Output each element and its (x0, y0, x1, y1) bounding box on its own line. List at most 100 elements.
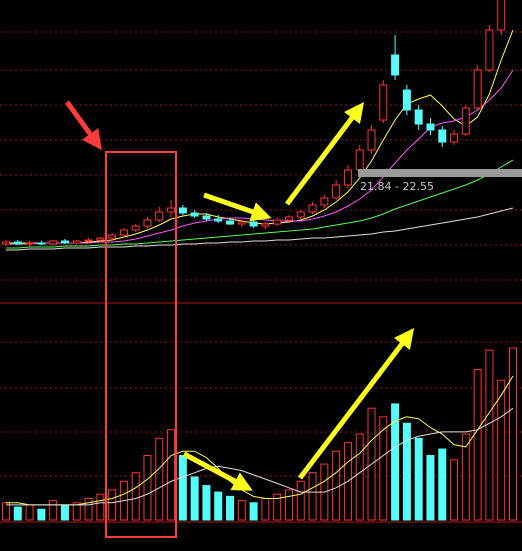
volume-bar (402, 422, 411, 521)
price-panel (2, 0, 514, 251)
volume-bar (167, 429, 176, 521)
volume-panel (2, 347, 517, 521)
volume-bar (426, 455, 435, 521)
volume-bar (450, 459, 459, 521)
candle-body (332, 184, 341, 199)
arrow (298, 328, 415, 480)
candle-body (414, 109, 423, 125)
candle-body (308, 204, 317, 213)
candle-body (13, 241, 22, 245)
volume-bar (485, 349, 494, 521)
volume-bar (308, 472, 317, 521)
volume-bar (438, 448, 447, 521)
volume-bar (202, 485, 211, 521)
moving-average-line (6, 159, 514, 249)
volume-bar (497, 379, 506, 521)
candle-body (273, 219, 282, 225)
volume-bar (391, 403, 400, 521)
moving-average-line (6, 407, 514, 506)
candle-body (214, 218, 223, 222)
volume-bar (37, 508, 46, 521)
candle-body (355, 149, 364, 171)
candle-body (426, 123, 435, 131)
arrow (182, 451, 253, 491)
volume-bar (155, 437, 164, 521)
candle-body (131, 225, 140, 231)
candle-body (450, 133, 459, 143)
candle-body (261, 223, 270, 227)
candle-body (167, 207, 176, 213)
volume-bar (332, 450, 341, 521)
candle-body (485, 29, 494, 71)
volume-bar (473, 369, 482, 521)
moving-average-line (6, 207, 514, 251)
price-range-label: 21.84 - 22.55 (360, 180, 434, 193)
candle-body (49, 240, 58, 245)
candle-body (143, 219, 152, 227)
volume-bar (509, 347, 517, 521)
candle-body (37, 242, 46, 245)
candle-body (2, 241, 10, 245)
candle-body (461, 107, 470, 135)
moving-average-line (6, 69, 514, 245)
volume-bar (379, 416, 388, 521)
candle-body (155, 211, 164, 221)
volume-bar (96, 493, 105, 521)
volume-bar (214, 491, 223, 521)
candle-body (96, 237, 105, 241)
candle-body (379, 84, 388, 121)
volume-bar (461, 433, 470, 521)
volume-bar (226, 495, 235, 521)
arrow (285, 102, 365, 206)
candle-body (237, 221, 246, 225)
volume-bar (249, 502, 258, 521)
volume-bar (84, 498, 93, 521)
candle-body (296, 211, 305, 218)
volume-bar (25, 504, 34, 521)
candle-body (202, 215, 211, 220)
volume-bar (108, 489, 117, 521)
volume-bar (296, 480, 305, 521)
volume-bar (131, 472, 140, 521)
grid (0, 31, 522, 523)
candle-body (473, 69, 482, 109)
highlight-box (105, 151, 177, 538)
candle-body (178, 207, 187, 214)
volume-bar (13, 506, 22, 521)
candle-body (72, 240, 81, 244)
candle-body (108, 234, 117, 239)
volume-bar (284, 489, 293, 521)
candle-body (190, 212, 199, 217)
volume-bar (414, 437, 423, 521)
candle-body (320, 197, 329, 206)
volume-bar (273, 493, 282, 521)
candle-body (25, 242, 34, 245)
volume-bar (178, 455, 187, 521)
candle-body (84, 239, 93, 242)
candle-body (249, 221, 258, 227)
price-range-band (358, 169, 522, 177)
volume-bar (49, 500, 58, 521)
arrow (203, 192, 272, 222)
volume-bar (190, 476, 199, 521)
candle-body (60, 240, 69, 244)
candle-body (343, 169, 352, 186)
arrow (64, 100, 102, 151)
candle-body (284, 216, 293, 221)
volume-bar (143, 455, 152, 521)
volume-bar (355, 433, 364, 521)
candle-body (438, 129, 447, 143)
volume-bar (72, 502, 81, 521)
volume-bar (60, 504, 69, 521)
moving-average-line (6, 29, 514, 244)
candle-body (497, 0, 506, 31)
candle-body (119, 229, 128, 236)
candle-body (402, 89, 411, 111)
candle-body (226, 220, 235, 225)
candle-body (391, 54, 400, 76)
moving-average-line (6, 375, 514, 506)
volume-bar (237, 500, 246, 521)
volume-bar (261, 498, 270, 521)
